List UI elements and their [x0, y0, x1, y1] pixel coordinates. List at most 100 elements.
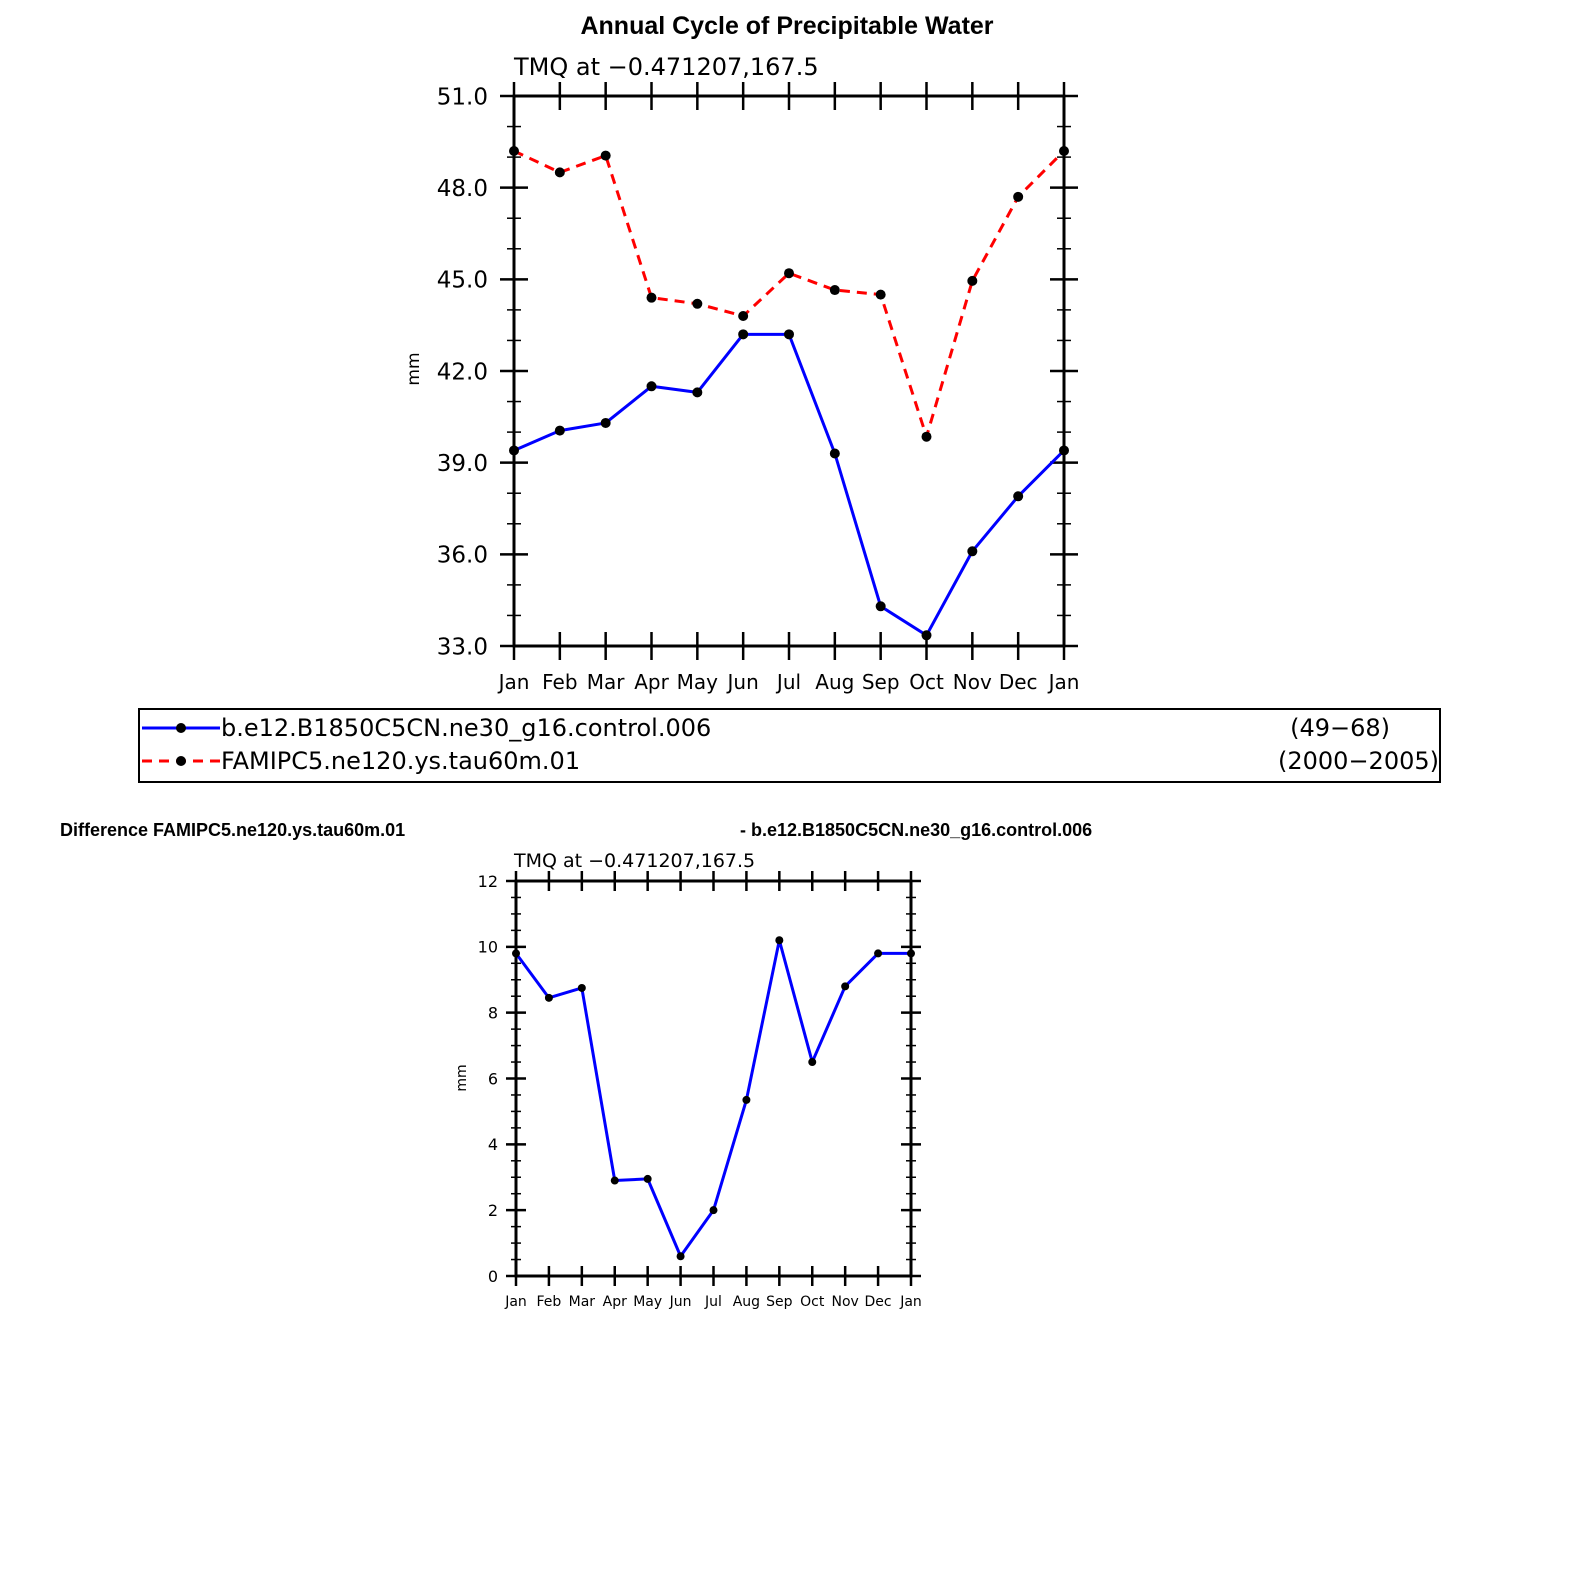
y-tick-label: 42.0: [437, 359, 488, 385]
x-tick-label: Dec: [999, 670, 1038, 694]
legend-label-famipc5: FAMIPC5.ne120.ys.tau60m.01: [221, 747, 580, 775]
legend-label-control: b.e12.B1850C5CN.ne30_g16.control.006: [221, 714, 711, 742]
series-line-0: [513, 332, 1066, 637]
series-0-point: [676, 1252, 685, 1261]
legend-marker-famipc5: [176, 756, 186, 766]
series-0-point: [874, 949, 883, 958]
series-0-point: [509, 445, 519, 456]
series-0-point: [554, 425, 565, 436]
x-tick-label: Jul: [775, 670, 801, 694]
series-1-point: [921, 431, 932, 442]
x-tick-label: Jan: [497, 670, 530, 694]
legend-box: [138, 708, 1441, 783]
x-tick-label: Aug: [815, 670, 854, 694]
series-1-point: [784, 268, 794, 279]
series-1-point: [967, 275, 978, 286]
legend-marker-control: [176, 723, 186, 733]
top-chart-subtitle: TMQ at −0.471207,167.5: [513, 53, 819, 81]
x-tick-label: Apr: [634, 670, 669, 694]
x-tick-label: Jun: [726, 670, 759, 694]
x-tick-label: Nov: [832, 1294, 859, 1310]
x-tick-label: Nov: [953, 670, 992, 694]
bottom-y-tick-labels: 0 2 4 6 8 10 12: [478, 872, 498, 1286]
series-0-point: [600, 417, 611, 428]
bottom-x-tick-labels: Jan Feb Mar Apr May Jun Jul Aug Sep Oct Nov Dec Jan: [504, 1294, 922, 1310]
x-tick-label: Aug: [733, 1294, 760, 1310]
x-tick-label: Jan: [1047, 670, 1080, 694]
series-1-point: [829, 285, 840, 296]
series-0-point: [841, 982, 850, 991]
series-0-point: [784, 329, 794, 340]
series-0-point: [921, 630, 932, 641]
bottom-chart-ylabel: mm: [454, 1064, 470, 1091]
y-tick-label: 6: [488, 1069, 498, 1088]
legend-period-control: (49−68): [1290, 714, 1390, 742]
series-0-point: [875, 601, 886, 612]
series-0-point: [544, 993, 553, 1002]
bottom-series-layer: [512, 936, 915, 1261]
top-axis-ticks: [500, 82, 1078, 660]
series-0-point: [709, 1206, 718, 1215]
y-tick-label: 10: [478, 938, 498, 957]
x-tick-label: Sep: [766, 1294, 793, 1310]
y-tick-label: 2: [488, 1201, 498, 1220]
series-0-point: [610, 1176, 619, 1185]
series-1-point: [1013, 191, 1024, 202]
annual-cycle-chart: TMQ at −0.471207,167.5 mm 33.0 36.0 39.0 42…: [404, 53, 1079, 694]
y-tick-label: 36.0: [437, 543, 488, 569]
y-tick-label: 12: [478, 872, 498, 891]
x-tick-label: Mar: [569, 1294, 596, 1310]
x-tick-label: May: [633, 1294, 662, 1310]
y-tick-label: 45.0: [437, 268, 488, 294]
series-0-point: [577, 983, 586, 992]
series-0-point: [1059, 445, 1069, 456]
bottom-plot-frame: [514, 879, 913, 1278]
diff-title-left: Difference FAMIPC5.ne120.ys.tau60m.01: [60, 820, 405, 840]
y-tick-label: 51.0: [437, 84, 488, 110]
x-tick-label: Jul: [704, 1294, 722, 1310]
series-0-point: [646, 381, 657, 392]
top-plot-frame: [512, 94, 1066, 648]
x-tick-label: May: [677, 670, 719, 694]
series-0-point: [967, 546, 978, 557]
legend: b.e12.B1850C5CN.ne30_g16.control.006 (49…: [138, 708, 1441, 783]
bottom-chart-subtitle: TMQ at −0.471207,167.5: [513, 850, 755, 872]
series-0-point: [829, 448, 840, 459]
top-series-layer: [509, 146, 1069, 641]
x-tick-label: Jan: [504, 1294, 527, 1310]
figure-title: Annual Cycle of Precipitable Water: [580, 12, 993, 40]
series-0-point: [512, 949, 520, 958]
series-0-point: [1013, 491, 1024, 502]
series-0-point: [643, 1174, 652, 1183]
x-tick-label: Sep: [862, 670, 900, 694]
x-tick-label: Feb: [537, 1294, 562, 1310]
series-1-point: [692, 298, 703, 309]
series-0-point: [738, 329, 749, 340]
series-1-point: [600, 150, 611, 161]
y-tick-label: 8: [488, 1003, 498, 1022]
y-tick-label: 48.0: [437, 176, 488, 202]
legend-period-famipc5: (2000−2005): [1278, 747, 1439, 775]
series-1-point: [646, 292, 657, 303]
series-0-point: [692, 387, 703, 398]
series-0-point: [742, 1095, 751, 1104]
x-tick-label: Oct: [800, 1294, 825, 1310]
y-tick-label: 4: [488, 1135, 498, 1154]
top-y-tick-labels: 33.0 36.0 39.0 42.0 45.0 48.0 51.0: [437, 84, 488, 660]
series-0-point: [907, 949, 915, 958]
x-tick-label: Dec: [865, 1294, 892, 1310]
series-1-point: [1059, 146, 1069, 156]
top-x-tick-labels: Jan Feb Mar Apr May Jun Jul Aug Sep Oct Nov Dec Jan: [497, 670, 1080, 694]
series-0-point: [808, 1058, 817, 1067]
top-chart-ylabel: mm: [404, 352, 424, 385]
x-tick-label: Jan: [899, 1294, 922, 1310]
series-1-point: [875, 289, 886, 300]
series-1-point: [509, 146, 519, 156]
x-tick-label: Feb: [542, 670, 577, 694]
y-tick-label: 0: [488, 1267, 498, 1286]
bottom-axis-ticks: [506, 871, 921, 1286]
series-0-point: [775, 936, 784, 945]
x-tick-label: Mar: [587, 670, 626, 694]
x-tick-label: Jun: [669, 1294, 692, 1310]
